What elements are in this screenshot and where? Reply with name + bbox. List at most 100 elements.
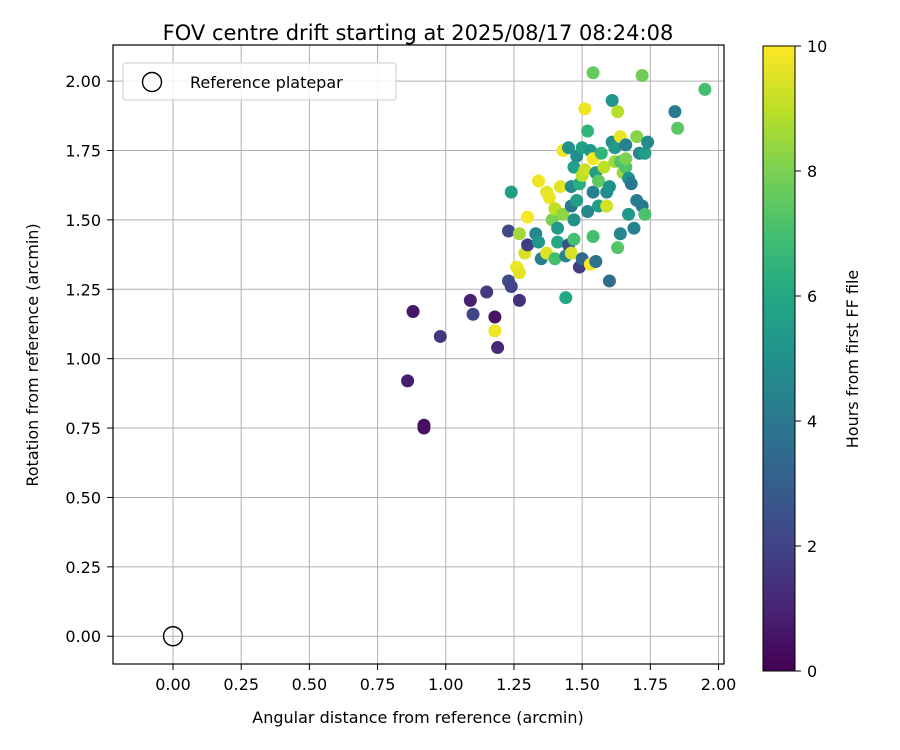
data-point (635, 69, 649, 83)
legend-marker (141, 71, 163, 93)
y-tick-label: 2.00 (65, 72, 101, 91)
data-point (488, 310, 502, 324)
plot-frame (112, 44, 725, 665)
data-point (548, 252, 562, 266)
data-point (504, 185, 518, 199)
chart-title: FOV centre drift starting at 2025/08/17 … (163, 21, 674, 45)
data-point (638, 146, 652, 160)
data-point (567, 160, 581, 174)
data-point (622, 207, 636, 221)
data-point (624, 177, 638, 191)
data-point (630, 130, 644, 144)
data-point (512, 293, 526, 307)
legend-label: Reference platepar (190, 73, 343, 92)
x-tick-label: 0.25 (223, 675, 259, 694)
data-point (597, 160, 611, 174)
data-point (401, 374, 415, 388)
colorbar-gradient (762, 45, 796, 672)
legend: Reference platepar (122, 62, 397, 101)
data-point (406, 304, 420, 318)
data-point (417, 421, 431, 435)
data-point (619, 152, 633, 166)
y-tick-label: 0.75 (65, 419, 101, 438)
y-tick-label: 1.75 (65, 141, 101, 160)
data-point (567, 232, 581, 246)
data-point (605, 94, 619, 108)
data-point (602, 274, 616, 288)
x-tick-label: 0.00 (155, 675, 191, 694)
data-point (433, 329, 447, 343)
data-point (504, 279, 518, 293)
data-point (608, 141, 622, 155)
y-tick-label: 0.00 (65, 627, 101, 646)
data-point (466, 307, 480, 321)
data-point (592, 174, 606, 188)
data-point (532, 174, 546, 188)
x-tick-label: 1.00 (428, 675, 464, 694)
y-axis-label: Rotation from reference (arcmin) (23, 223, 42, 486)
data-point (562, 141, 576, 155)
data-point (551, 221, 565, 235)
data-point (521, 238, 535, 252)
data-points (401, 66, 712, 435)
y-tick-label: 0.50 (65, 488, 101, 507)
colorbar-tick-label: 4 (807, 412, 817, 431)
data-point (578, 102, 592, 116)
data-point (564, 246, 578, 260)
data-point (553, 180, 567, 194)
data-point (671, 121, 685, 135)
y-tick-label: 1.00 (65, 350, 101, 369)
data-point (586, 185, 600, 199)
data-point (613, 227, 627, 241)
data-point (542, 191, 556, 205)
colorbar-tick-label: 6 (807, 287, 817, 306)
data-point (521, 210, 535, 224)
y-tick-label: 0.25 (65, 558, 101, 577)
x-tick-label: 2.00 (701, 675, 737, 694)
data-point (463, 293, 477, 307)
reference-marker (162, 626, 184, 647)
y-axis-ticks: 0.00 0.25 0.50 0.75 1.00 1.25 1.50 1.75 2.00 (65, 72, 113, 646)
data-point (488, 324, 502, 338)
colorbar: 0 2 4 6 8 10 Hours from first FF file (762, 37, 862, 681)
data-point (502, 224, 516, 238)
data-point (581, 205, 595, 219)
data-point (638, 207, 652, 221)
data-point (602, 180, 616, 194)
reference-point (162, 626, 184, 647)
data-point (581, 124, 595, 138)
data-point (668, 105, 682, 119)
data-point (641, 135, 655, 149)
data-point (698, 82, 712, 96)
data-point (578, 163, 592, 177)
colorbar-tick-label: 2 (807, 537, 817, 556)
colorbar-ticks: 0 2 4 6 8 10 (795, 37, 827, 681)
data-point (480, 285, 494, 299)
x-tick-label: 0.75 (360, 675, 396, 694)
data-point (619, 138, 633, 152)
data-point (551, 235, 565, 249)
x-tick-label: 1.50 (564, 675, 600, 694)
data-point (600, 199, 614, 213)
data-point (611, 105, 625, 119)
colorbar-tick-label: 8 (807, 162, 817, 181)
data-point (532, 235, 546, 249)
x-tick-label: 1.25 (496, 675, 532, 694)
x-axis-label: Angular distance from reference (arcmin) (252, 708, 583, 727)
data-point (556, 207, 570, 221)
data-point (586, 230, 600, 244)
data-point (512, 266, 526, 280)
x-tick-label: 1.75 (633, 675, 669, 694)
data-point (627, 221, 641, 235)
data-point (559, 291, 573, 305)
data-point (589, 255, 603, 269)
data-point (512, 227, 526, 241)
x-tick-label: 0.50 (292, 675, 328, 694)
data-point (594, 146, 608, 160)
colorbar-tick-label: 10 (807, 37, 827, 56)
x-axis-ticks: 0.00 0.25 0.50 0.75 1.00 1.25 1.50 1.75 2.00 (155, 664, 736, 694)
colorbar-label: Hours from first FF file (843, 270, 862, 449)
colorbar-tick-label: 0 (807, 662, 817, 681)
data-point (611, 241, 625, 255)
